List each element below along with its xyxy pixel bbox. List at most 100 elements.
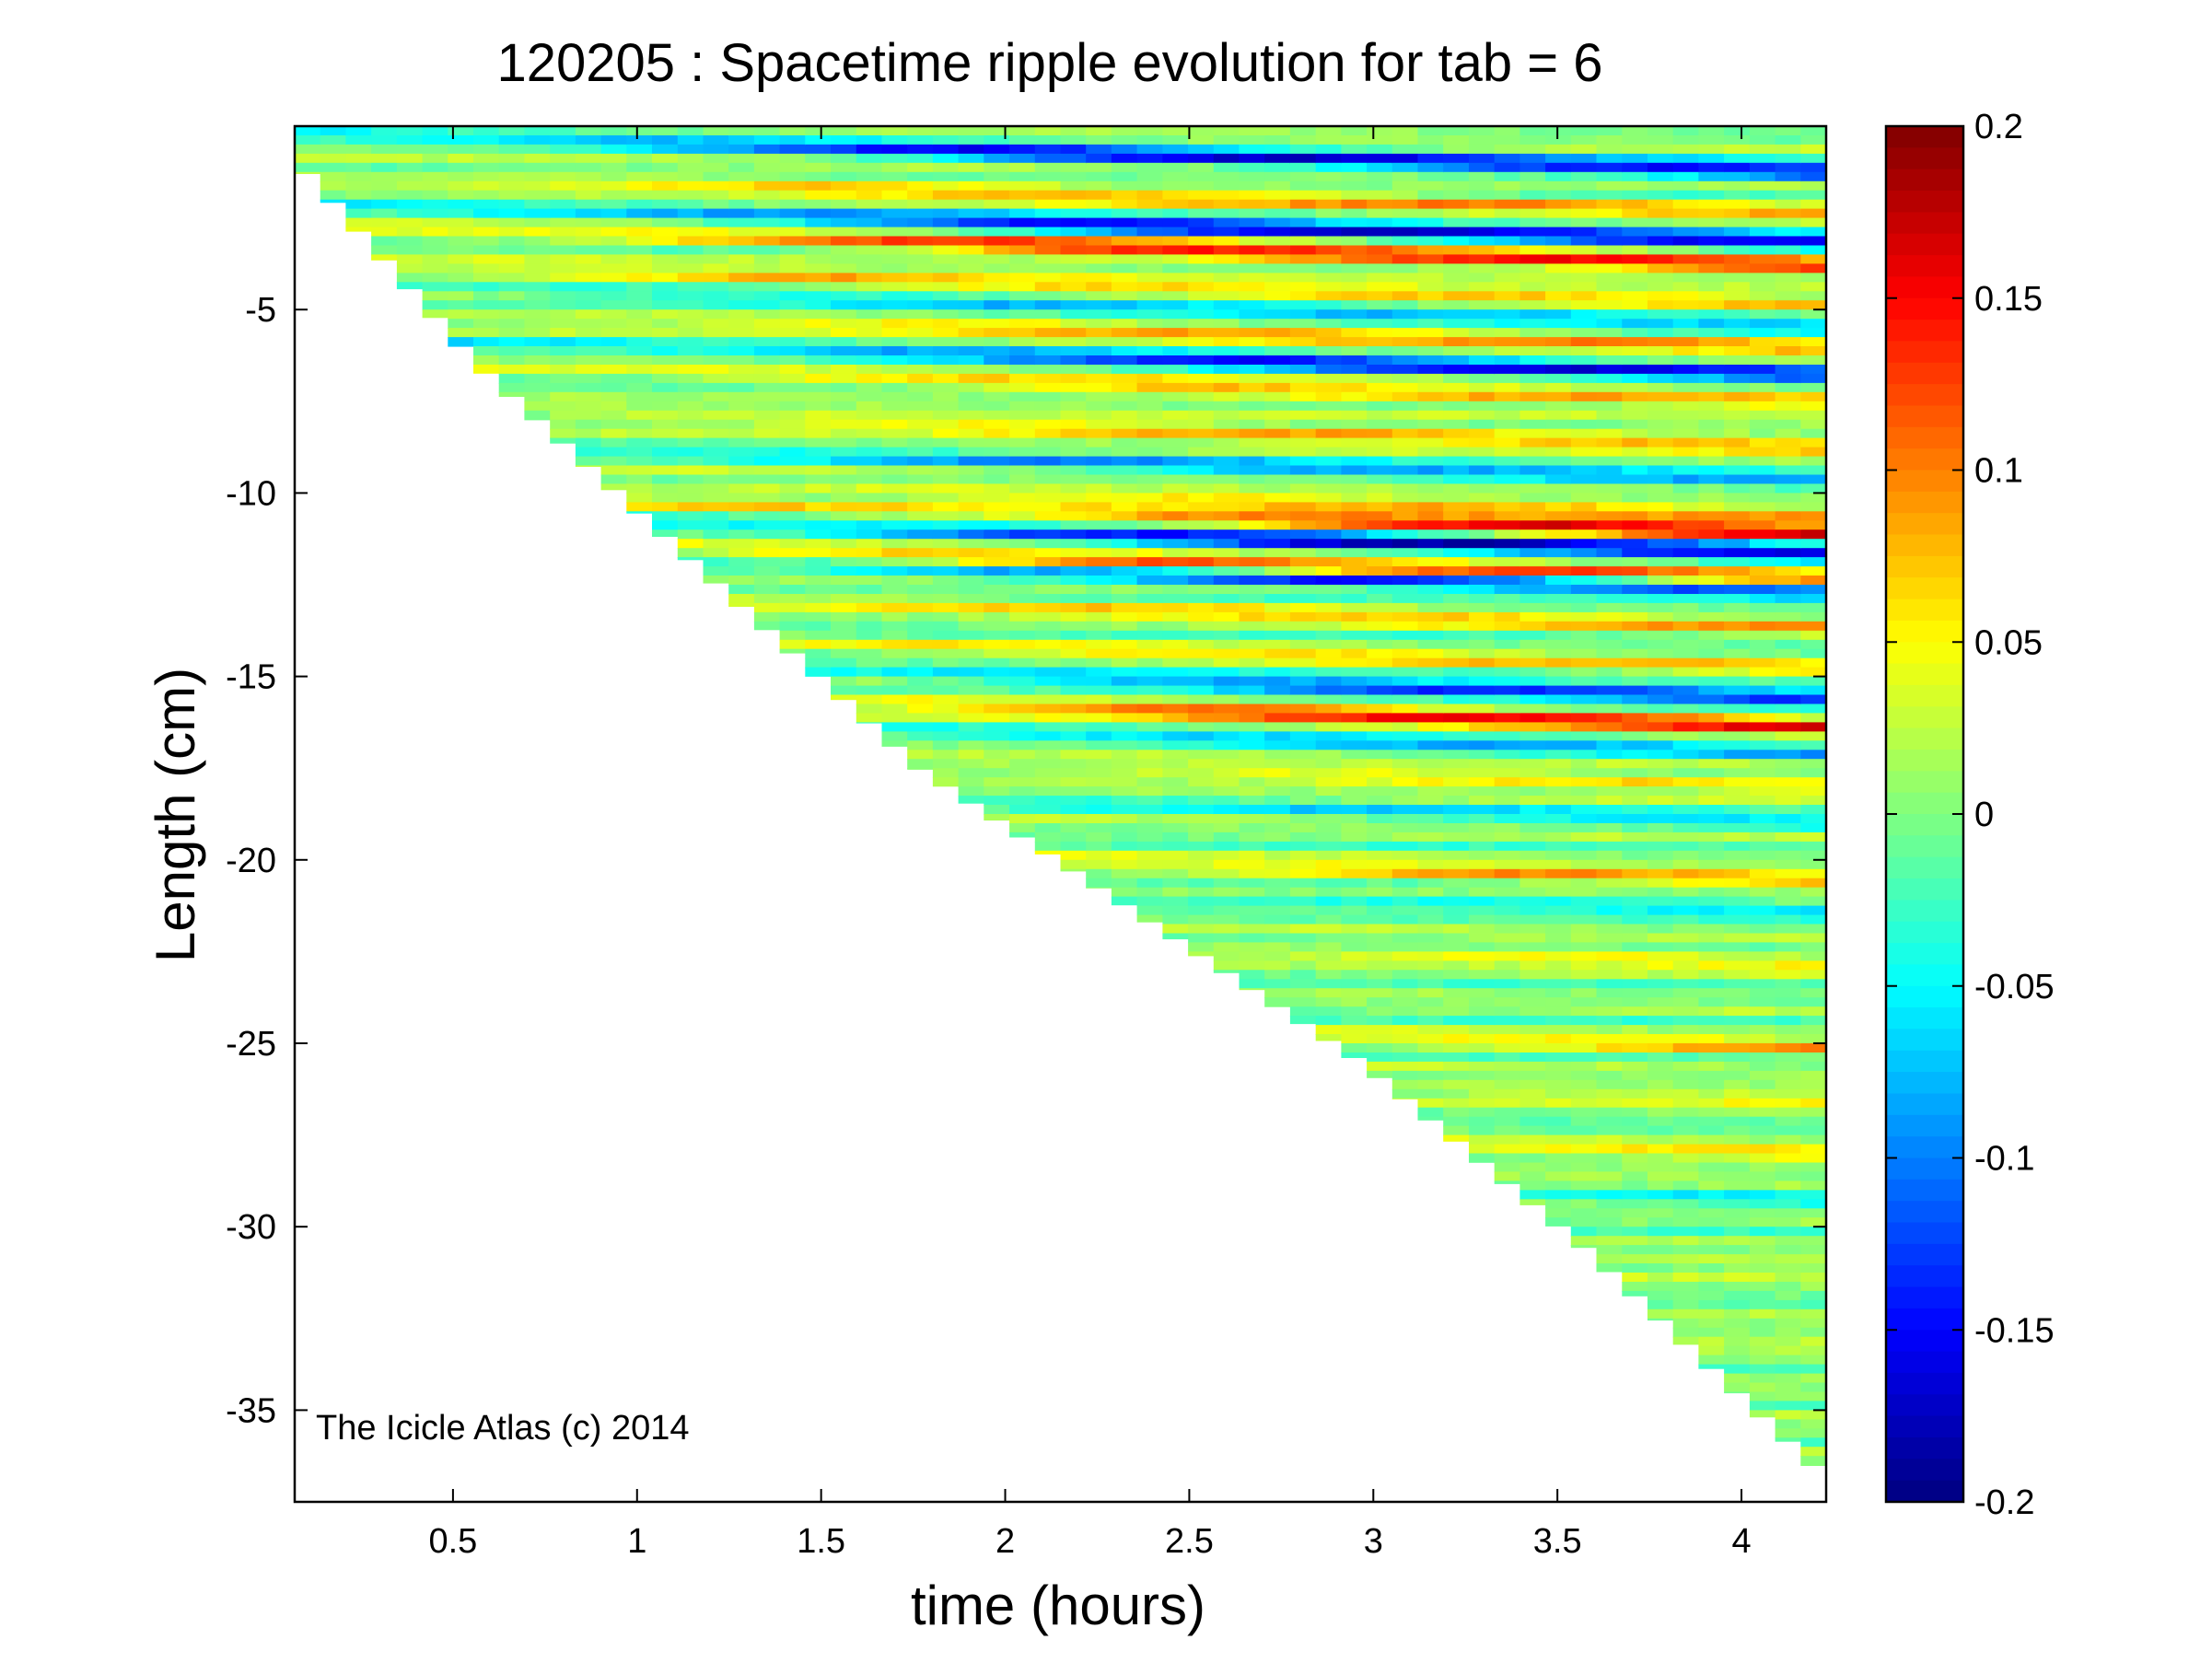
heatmap-cell: [345, 153, 372, 164]
heatmap-cell: [1111, 144, 1138, 155]
heatmap-cell: [1188, 841, 1215, 852]
heatmap-cell: [448, 328, 474, 338]
heatmap-cell: [1672, 502, 1700, 513]
heatmap-cell: [1800, 428, 1827, 439]
heatmap-cell: [1570, 428, 1598, 439]
heatmap-cell: [1749, 796, 1776, 806]
heatmap-cell: [1545, 997, 1572, 1007]
heatmap-cell: [984, 548, 1010, 558]
heatmap-cell: [907, 750, 934, 761]
heatmap-cell: [932, 694, 960, 705]
heatmap-cell: [1213, 832, 1240, 843]
heatmap-cell: [1034, 750, 1062, 761]
heatmap-cell: [1622, 859, 1648, 870]
heatmap-cell: [1009, 786, 1036, 797]
heatmap-cell: [958, 796, 985, 804]
heatmap-cell: [1443, 217, 1470, 228]
heatmap-cell: [1800, 786, 1827, 797]
heatmap-cell: [1188, 465, 1215, 476]
heatmap-cell: [1698, 557, 1725, 567]
heatmap-cell: [1239, 144, 1265, 155]
heatmap-cell: [984, 585, 1010, 595]
heatmap-cell: [498, 236, 526, 247]
heatmap-cell: [856, 254, 883, 265]
heatmap-cell: [677, 300, 704, 310]
heatmap-cell: [1698, 180, 1725, 192]
heatmap-cell: [1494, 1070, 1521, 1081]
heatmap-cell: [626, 493, 653, 504]
heatmap-cell: [1341, 502, 1368, 513]
heatmap-cell: [1417, 576, 1444, 586]
heatmap-cell: [1367, 208, 1393, 219]
heatmap-cell: [1800, 1025, 1827, 1035]
heatmap-cell: [1417, 474, 1444, 485]
heatmap-cell: [1367, 970, 1393, 981]
heatmap-cell: [703, 171, 729, 182]
heatmap-cell: [728, 171, 755, 182]
heatmap-cell: [1647, 539, 1674, 549]
heatmap-cell: [831, 282, 857, 293]
heatmap-cell: [1775, 208, 1802, 219]
heatmap-cell: [1315, 437, 1343, 448]
heatmap-cell: [1494, 905, 1521, 916]
heatmap-cell: [1469, 676, 1496, 687]
heatmap-cell: [856, 135, 883, 145]
colorbar-segment: [1886, 1286, 1963, 1309]
heatmap-cell: [1724, 1079, 1751, 1090]
heatmap-cell: [958, 263, 985, 274]
colorbar-segment: [1886, 663, 1963, 686]
heatmap-cell: [1596, 548, 1623, 558]
heatmap-cell: [856, 144, 883, 155]
heatmap-cell: [881, 566, 908, 576]
heatmap-cell: [1469, 1006, 1496, 1017]
heatmap-cell: [1596, 639, 1623, 650]
heatmap-cell: [1162, 437, 1189, 448]
heatmap-cell: [1391, 639, 1419, 650]
heatmap-cell: [1034, 676, 1062, 687]
heatmap-cell: [1775, 1116, 1802, 1127]
heatmap-cell: [1060, 180, 1087, 192]
heatmap-cell: [1647, 924, 1674, 935]
heatmap-cell: [1289, 539, 1317, 549]
heatmap-cell: [1698, 1061, 1725, 1072]
heatmap-cell: [1749, 979, 1776, 990]
heatmap-cell: [1443, 988, 1470, 998]
heatmap-cell: [1213, 437, 1240, 448]
heatmap-cell: [1341, 447, 1368, 458]
heatmap-cell: [1672, 823, 1700, 833]
heatmap-cell: [1519, 428, 1546, 439]
heatmap-cell: [1443, 1079, 1470, 1090]
heatmap-cell: [1494, 328, 1521, 338]
heatmap-cell: [1519, 997, 1546, 1007]
heatmap-cell: [1391, 896, 1419, 907]
heatmap-cell: [1494, 621, 1521, 632]
heatmap-cell: [1494, 456, 1521, 467]
heatmap-cell: [1596, 273, 1623, 284]
heatmap-cell: [831, 483, 857, 494]
heatmap-cell: [1239, 777, 1265, 787]
heatmap-cell: [1315, 401, 1343, 412]
heatmap-cell: [1775, 282, 1802, 293]
heatmap-cell: [1800, 657, 1827, 669]
heatmap-cell: [524, 126, 551, 136]
heatmap-cell: [1749, 1273, 1776, 1283]
heatmap-cell: [1519, 868, 1546, 879]
heatmap-cell: [396, 245, 424, 256]
heatmap-cell: [1469, 456, 1496, 467]
heatmap-cell: [1698, 1052, 1725, 1063]
heatmap-cell: [1264, 355, 1291, 366]
heatmap-cell: [1136, 227, 1164, 238]
heatmap-cell: [1443, 227, 1470, 238]
heatmap-cell: [1060, 740, 1087, 751]
heatmap-cell: [1698, 868, 1725, 879]
heatmap-cell: [805, 162, 832, 173]
heatmap-cell: [1596, 914, 1623, 925]
heatmap-cell: [1469, 346, 1496, 356]
heatmap-cell: [1469, 731, 1496, 742]
heatmap-cell: [1289, 273, 1317, 284]
heatmap-cell: [1647, 933, 1674, 944]
heatmap-cell: [1443, 1052, 1470, 1063]
heatmap-cell: [1289, 126, 1317, 136]
heatmap-cell: [1749, 382, 1776, 393]
heatmap-cell: [1469, 1025, 1496, 1035]
